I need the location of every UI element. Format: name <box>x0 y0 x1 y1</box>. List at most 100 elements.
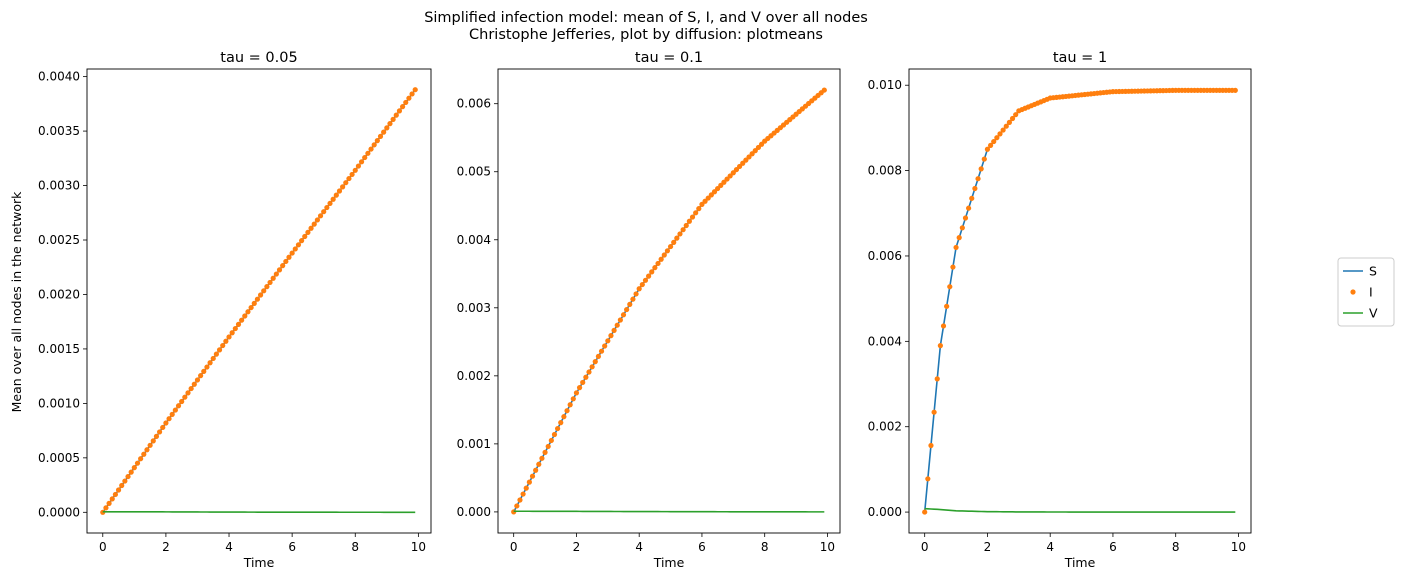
data-point-I <box>972 185 978 192</box>
axes-frame <box>497 68 841 534</box>
data-point-I <box>299 238 305 244</box>
data-point-I <box>699 201 705 207</box>
data-point-I <box>639 281 645 288</box>
data-point-I <box>314 217 320 223</box>
data-point-I <box>226 334 232 340</box>
data-point-I <box>705 195 711 201</box>
data-point-I <box>336 188 343 194</box>
data-point-I <box>109 496 115 502</box>
data-point-I <box>994 135 1000 141</box>
data-point-I <box>602 343 608 349</box>
data-point-I <box>412 87 418 93</box>
x-tick-label: 2 <box>573 540 581 554</box>
data-point-I <box>333 192 339 198</box>
data-point-I <box>134 460 141 466</box>
data-point-I <box>526 479 532 485</box>
data-point-I <box>254 296 261 302</box>
data-point-I <box>551 431 558 438</box>
data-point-I <box>724 176 730 182</box>
data-point-I <box>545 443 551 450</box>
data-point-I <box>931 409 937 415</box>
data-point-I <box>150 438 156 444</box>
data-point-I <box>708 192 714 198</box>
data-point-I <box>235 321 242 327</box>
data-point-I <box>409 91 415 97</box>
data-point-I <box>125 473 131 480</box>
series-V <box>513 510 825 513</box>
data-point-I <box>349 171 355 178</box>
data-point-I <box>991 138 997 145</box>
data-point-I <box>752 148 758 154</box>
data-point-I <box>608 333 614 339</box>
subplot-title: tau = 0.1 <box>635 50 703 66</box>
data-point-I <box>261 288 267 294</box>
data-point-I <box>755 144 762 151</box>
data-point-I <box>620 312 627 318</box>
legend-label: S <box>1369 264 1377 279</box>
data-point-I <box>981 156 987 162</box>
data-point-I <box>138 456 144 462</box>
data-point-I <box>975 176 981 182</box>
y-tick-label: 0.003 <box>457 301 491 315</box>
data-point-I <box>248 304 254 311</box>
data-point-I <box>598 348 605 354</box>
data-point-I <box>362 154 368 161</box>
data-point-I <box>925 476 931 482</box>
y-tick-label: 0.002 <box>457 369 491 383</box>
data-point-I <box>520 491 526 497</box>
data-point-I <box>693 210 699 216</box>
data-point-I <box>204 364 210 370</box>
data-point-I <box>624 306 630 313</box>
data-point-I <box>539 455 545 461</box>
y-tick-label: 0.004 <box>868 334 902 348</box>
data-point-I <box>216 347 223 353</box>
subplots: tau = 0.050 2 4 6 8 100.00000.00050.00100.001… <box>38 50 1252 570</box>
y-tick-label: 0.000 <box>868 505 902 519</box>
x-tick-label: 2 <box>984 540 992 554</box>
data-point-I <box>358 159 365 165</box>
series-line-V <box>924 507 1236 513</box>
data-point-I <box>595 353 602 360</box>
data-point-I <box>207 360 213 366</box>
y-axis-label: Mean over all nodes in the network <box>9 191 24 413</box>
data-point-I <box>715 185 721 192</box>
y-tick-label: 0.0040 <box>38 70 80 84</box>
data-point-I <box>580 379 586 386</box>
axes-frame <box>86 68 432 534</box>
y-tick-label: 0.0025 <box>38 233 80 247</box>
data-point-I <box>232 325 238 332</box>
x-tick-label: 6 <box>698 540 706 554</box>
series-line-V <box>102 510 416 514</box>
data-point-I <box>987 142 994 149</box>
data-point-I <box>1232 87 1238 93</box>
data-point-I <box>147 442 153 448</box>
series-I <box>100 87 418 515</box>
legend-label: V <box>1369 306 1378 321</box>
data-point-I <box>355 163 362 169</box>
y-tick-label: 0.0015 <box>38 342 80 356</box>
data-point-I <box>570 396 576 402</box>
data-point-I <box>944 303 950 309</box>
data-point-I <box>267 279 273 286</box>
y-tick-label: 0.006 <box>457 97 491 111</box>
data-point-I <box>352 167 358 173</box>
data-point-I <box>311 221 317 227</box>
data-point-I <box>655 260 661 267</box>
y-tick-label: 0.008 <box>868 164 902 178</box>
data-point-I <box>106 500 112 506</box>
x-tick-label: 10 <box>820 540 835 554</box>
y-tick-label: 0.0010 <box>38 396 80 410</box>
data-point-I <box>131 465 137 471</box>
data-point-I <box>185 390 191 396</box>
data-point-I <box>674 235 680 241</box>
data-point-I <box>642 277 649 283</box>
data-point-I <box>746 154 752 160</box>
x-tick-label: 0 <box>510 540 518 554</box>
data-point-I <box>997 131 1003 137</box>
data-point-I <box>273 271 279 277</box>
data-point-I <box>743 157 749 163</box>
data-point-I <box>166 416 172 422</box>
x-tick-label: 8 <box>351 540 359 554</box>
data-point-I <box>956 235 962 241</box>
data-point-I <box>523 485 529 491</box>
